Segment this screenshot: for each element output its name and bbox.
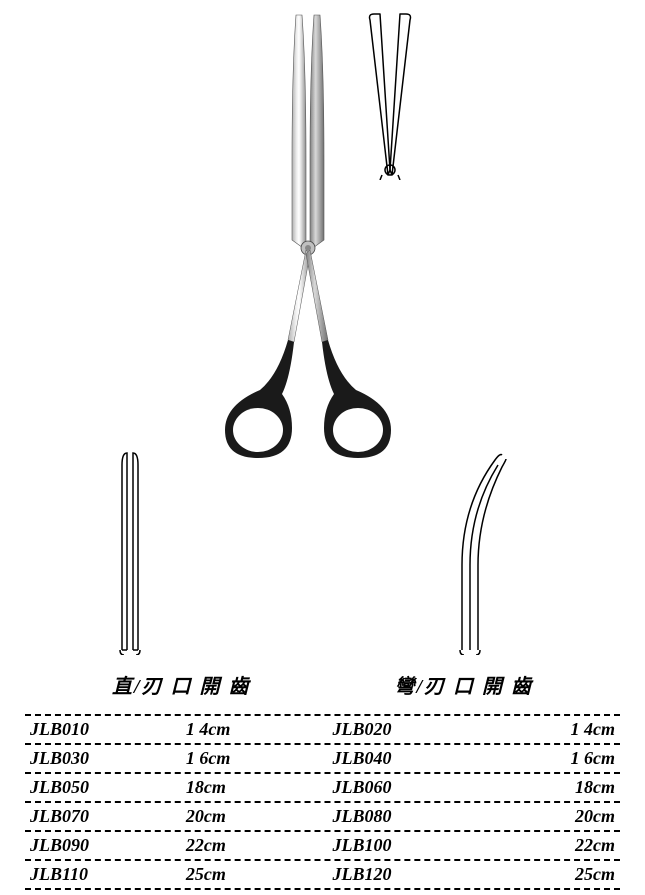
- cell-code-right: JLB060: [322, 777, 453, 798]
- cell-code-right: JLB100: [322, 835, 453, 856]
- label-straight: 直/刃 口 開 齒: [112, 670, 251, 699]
- cell-size-right: 20cm: [453, 806, 620, 827]
- labels-row: 直/刃 口 開 齒 彎/刃 口 開 齒: [0, 660, 645, 714]
- cell-size-right: 25cm: [453, 864, 620, 885]
- cell-code-left: JLB030: [25, 748, 156, 769]
- curved-tip-icon: [440, 445, 530, 655]
- table-row: JLB010 1 4cm JLB020 1 4cm: [25, 714, 620, 745]
- spec-table: JLB010 1 4cm JLB020 1 4cm JLB030 1 6cm J…: [0, 714, 645, 890]
- cell-code-right: JLB020: [322, 719, 453, 740]
- table-row: JLB030 1 6cm JLB040 1 6cm: [25, 745, 620, 774]
- cell-code-left: JLB110: [25, 864, 156, 885]
- cell-code-right: JLB080: [322, 806, 453, 827]
- open-blades-inset-icon: [350, 10, 430, 180]
- straight-tip-icon: [100, 445, 160, 655]
- cell-size-right: 22cm: [453, 835, 620, 856]
- cell-size-left: 25cm: [156, 864, 323, 885]
- label-curved: 彎/刃 口 開 齒: [394, 670, 533, 699]
- cell-code-left: JLB010: [25, 719, 156, 740]
- table-row: JLB090 22cm JLB100 22cm: [25, 832, 620, 861]
- table-row: JLB110 25cm JLB120 25cm: [25, 861, 620, 890]
- cell-code-left: JLB070: [25, 806, 156, 827]
- cell-size-left: 20cm: [156, 806, 323, 827]
- illustration-area: [0, 0, 645, 660]
- cell-code-right: JLB120: [322, 864, 453, 885]
- cell-size-left: 1 6cm: [156, 748, 323, 769]
- cell-size-right: 1 4cm: [453, 719, 620, 740]
- cell-size-right: 1 6cm: [453, 748, 620, 769]
- cell-code-left: JLB090: [25, 835, 156, 856]
- table-row: JLB070 20cm JLB080 20cm: [25, 803, 620, 832]
- cell-size-left: 18cm: [156, 777, 323, 798]
- cell-size-left: 22cm: [156, 835, 323, 856]
- table-row: JLB050 18cm JLB060 18cm: [25, 774, 620, 803]
- cell-size-left: 1 4cm: [156, 719, 323, 740]
- cell-size-right: 18cm: [453, 777, 620, 798]
- cell-code-left: JLB050: [25, 777, 156, 798]
- cell-code-right: JLB040: [322, 748, 453, 769]
